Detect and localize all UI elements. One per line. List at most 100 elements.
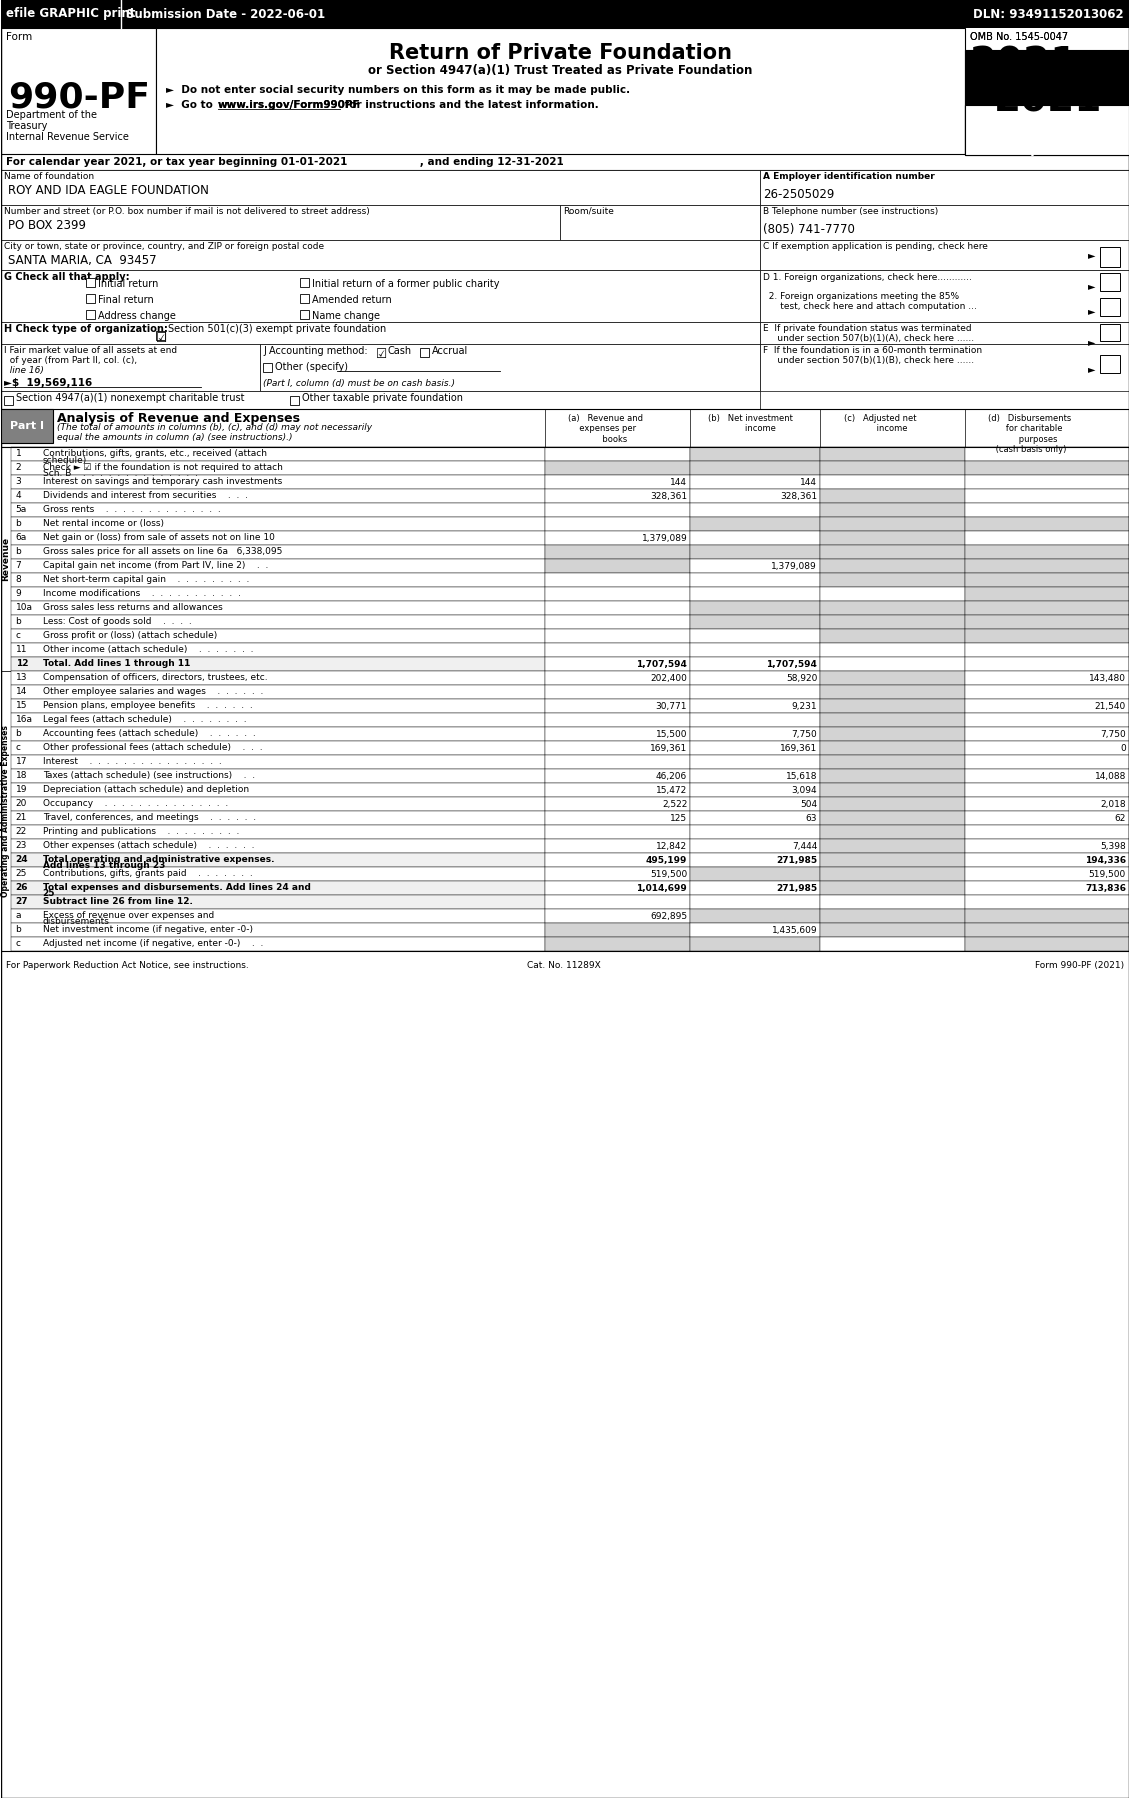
Bar xyxy=(1,205,560,239)
Text: Adjusted net income (if negative, enter -0-)    .  .: Adjusted net income (if negative, enter … xyxy=(43,939,263,948)
Text: J Accounting method:: J Accounting method: xyxy=(263,345,368,356)
Text: 143,480: 143,480 xyxy=(1089,674,1126,683)
Bar xyxy=(965,782,1129,797)
Bar xyxy=(10,782,545,797)
Text: (The total of amounts in columns (b), (c), and (d) may not necessarily: (The total of amounts in columns (b), (c… xyxy=(56,423,371,432)
Bar xyxy=(545,601,690,615)
Bar xyxy=(690,937,820,951)
Text: Legal fees (attach schedule)    .  .  .  .  .  .  .  .: Legal fees (attach schedule) . . . . . .… xyxy=(43,716,246,725)
Text: 7,750: 7,750 xyxy=(791,730,817,739)
Text: Other professional fees (attach schedule)    .  .  .: Other professional fees (attach schedule… xyxy=(43,743,262,752)
Bar xyxy=(545,895,690,910)
Bar xyxy=(10,840,545,852)
Bar xyxy=(156,29,965,155)
Bar xyxy=(820,825,965,840)
Text: 2,018: 2,018 xyxy=(1101,800,1126,809)
Text: PO BOX 2399: PO BOX 2399 xyxy=(8,219,86,232)
Bar xyxy=(965,685,1129,699)
Bar xyxy=(545,545,690,559)
Text: 30,771: 30,771 xyxy=(656,701,688,710)
Text: 3,094: 3,094 xyxy=(791,786,817,795)
Text: 19: 19 xyxy=(16,786,27,795)
Bar xyxy=(690,867,820,881)
Bar xyxy=(965,895,1129,910)
Bar xyxy=(690,644,820,656)
Text: 12,842: 12,842 xyxy=(656,841,688,850)
Text: Interest    .  .  .  .  .  .  .  .  .  .  .  .  .  .  .  .: Interest . . . . . . . . . . . . . . . . xyxy=(43,757,221,766)
Bar xyxy=(545,518,690,530)
Text: Taxes (attach schedule) (see instructions)    .  .: Taxes (attach schedule) (see instruction… xyxy=(43,771,255,780)
Bar xyxy=(10,475,545,489)
Bar xyxy=(965,852,1129,867)
Bar xyxy=(690,741,820,755)
Text: DLN: 93491152013062: DLN: 93491152013062 xyxy=(973,7,1124,20)
Text: 14: 14 xyxy=(16,687,27,696)
Bar xyxy=(545,811,690,825)
Bar xyxy=(965,475,1129,489)
Text: Gross sales price for all assets on line 6a   6,338,095: Gross sales price for all assets on line… xyxy=(43,547,282,556)
Bar xyxy=(760,171,1129,205)
Text: 504: 504 xyxy=(800,800,817,809)
Bar xyxy=(545,881,690,895)
Text: 271,985: 271,985 xyxy=(776,885,817,894)
Text: a: a xyxy=(16,912,21,921)
Text: 2. Foreign organizations meeting the 85%: 2. Foreign organizations meeting the 85% xyxy=(763,291,960,300)
Bar xyxy=(545,840,690,852)
Text: OMB No. 1545-0047: OMB No. 1545-0047 xyxy=(970,32,1068,41)
Text: B Telephone number (see instructions): B Telephone number (see instructions) xyxy=(763,207,938,216)
Text: 3: 3 xyxy=(16,476,21,485)
Text: Other employee salaries and wages    .  .  .  .  .  .: Other employee salaries and wages . . . … xyxy=(43,687,263,696)
Text: Travel, conferences, and meetings    .  .  .  .  .  .: Travel, conferences, and meetings . . . … xyxy=(43,813,256,822)
Bar xyxy=(820,656,965,671)
Text: (Part I, column (d) must be on cash basis.): (Part I, column (d) must be on cash basi… xyxy=(263,379,455,388)
Bar xyxy=(965,741,1129,755)
Text: 713,836: 713,836 xyxy=(1085,885,1126,894)
Bar xyxy=(690,629,820,644)
Text: ►: ► xyxy=(1088,306,1095,316)
Bar xyxy=(965,699,1129,714)
Text: Contributions, gifts, grants paid    .  .  .  .  .  .  .: Contributions, gifts, grants paid . . . … xyxy=(43,868,253,877)
Text: Other (specify): Other (specify) xyxy=(275,361,349,372)
Text: Name change: Name change xyxy=(313,311,380,322)
Bar xyxy=(261,343,760,390)
Text: 1,707,594: 1,707,594 xyxy=(637,660,688,669)
Text: ROY AND IDA EAGLE FOUNDATION: ROY AND IDA EAGLE FOUNDATION xyxy=(8,183,209,198)
Text: c: c xyxy=(16,631,20,640)
Text: A Employer identification number: A Employer identification number xyxy=(763,173,935,182)
Bar xyxy=(760,343,1129,390)
Bar xyxy=(545,922,690,937)
Text: ☑: ☑ xyxy=(376,349,386,361)
Bar xyxy=(820,726,965,741)
Bar xyxy=(760,322,1129,343)
Bar xyxy=(690,656,820,671)
Bar xyxy=(545,699,690,714)
Bar xyxy=(965,489,1129,503)
Bar xyxy=(10,671,545,685)
Bar xyxy=(690,755,820,770)
Bar xyxy=(690,530,820,545)
Bar xyxy=(1,171,760,205)
Bar xyxy=(965,460,1129,475)
Text: Final return: Final return xyxy=(97,295,154,306)
Text: 15: 15 xyxy=(16,701,27,710)
Text: Add lines 13 through 23: Add lines 13 through 23 xyxy=(43,861,165,870)
Text: Occupancy    .  .  .  .  .  .  .  .  .  .  .  .  .  .  .: Occupancy . . . . . . . . . . . . . . . xyxy=(43,798,228,807)
Bar xyxy=(690,503,820,518)
Bar xyxy=(545,797,690,811)
Text: Sch. B    .  .  .  .  .  .  .  .  .  .  .  .  .  .: Sch. B . . . . . . . . . . . . . . xyxy=(43,469,198,478)
Bar xyxy=(965,615,1129,629)
Text: ☑: ☑ xyxy=(156,333,167,345)
Text: 26-2505029: 26-2505029 xyxy=(763,189,834,201)
Text: schedule): schedule) xyxy=(43,455,87,464)
Bar xyxy=(820,867,965,881)
Bar xyxy=(690,811,820,825)
Bar xyxy=(156,331,165,340)
Bar xyxy=(820,741,965,755)
Bar xyxy=(545,755,690,770)
Text: 63: 63 xyxy=(806,814,817,823)
Bar xyxy=(690,489,820,503)
Text: 22: 22 xyxy=(16,827,27,836)
Text: c: c xyxy=(16,743,20,752)
Text: 1,379,089: 1,379,089 xyxy=(771,563,817,572)
Bar xyxy=(545,615,690,629)
